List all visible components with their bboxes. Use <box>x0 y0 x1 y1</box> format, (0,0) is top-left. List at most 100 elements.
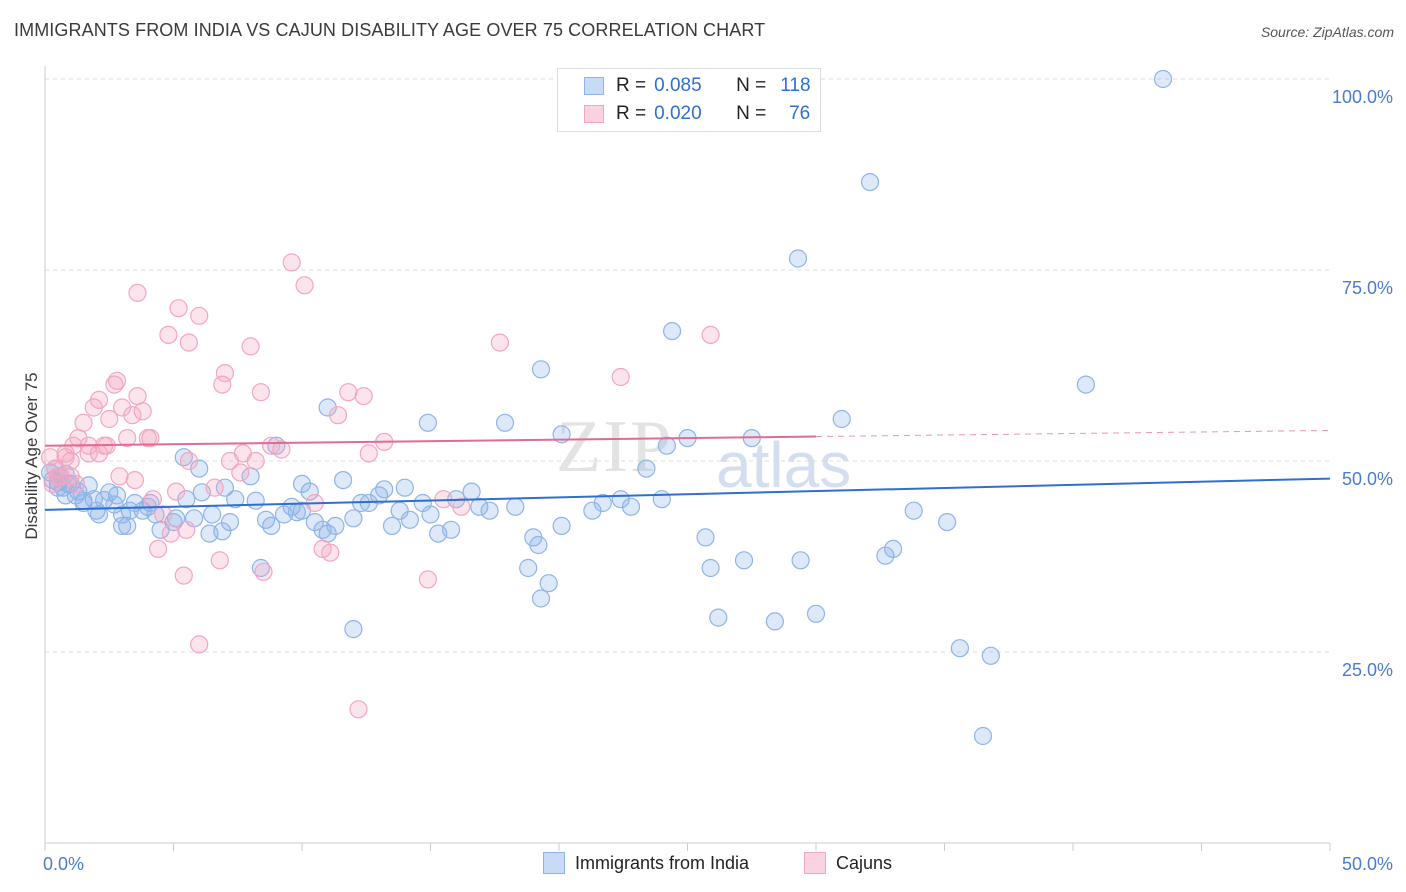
point-india <box>118 516 137 536</box>
point-cajun <box>262 436 281 455</box>
point-india <box>213 522 232 541</box>
point-cajun <box>43 474 62 493</box>
x-tick-label: 0.0% <box>43 854 84 874</box>
trend-lines <box>44 429 1331 511</box>
point-india <box>190 459 209 478</box>
legend-n-value: 118 <box>780 75 811 96</box>
point-india <box>539 574 558 593</box>
point-cajun <box>241 337 260 356</box>
legend-row-cajun: R = 0.020 N = 76 <box>584 101 810 127</box>
point-india <box>860 173 880 192</box>
point-cajun <box>110 467 129 486</box>
series-legend-label-cajun: Cajuns <box>836 852 893 873</box>
point-cajun <box>133 402 152 421</box>
series-legend: Immigrants from India Cajuns <box>0 852 1406 878</box>
point-cajun <box>56 448 75 467</box>
point-india <box>937 512 957 532</box>
point-india <box>696 528 715 547</box>
watermark-zip: ZIP <box>556 406 673 488</box>
point-cajun <box>328 406 348 425</box>
point-india <box>262 516 281 536</box>
point-cajun <box>354 387 373 406</box>
point-india <box>552 516 571 536</box>
point-india <box>950 639 970 658</box>
point-cajun <box>210 551 229 570</box>
point-india <box>442 520 461 539</box>
trend-line-cajun <box>44 435 817 447</box>
point-cajun <box>611 367 630 387</box>
point-india <box>791 551 810 570</box>
series-legend-swatch-cajun <box>804 852 826 874</box>
point-india <box>344 619 363 639</box>
point-india <box>418 413 437 432</box>
legend-n-label: N = <box>736 103 767 124</box>
point-india <box>621 497 641 516</box>
point-india <box>734 551 754 570</box>
point-cajun <box>174 566 193 585</box>
data-points <box>40 69 1173 746</box>
point-cajun <box>701 325 720 344</box>
point-cajun <box>161 524 180 543</box>
point-india <box>177 490 196 509</box>
point-india <box>246 491 265 510</box>
legend-n-label: N = <box>736 75 767 96</box>
point-cajun <box>254 562 273 581</box>
chart-source: Source: ZipAtlas.com <box>1260 24 1394 40</box>
axes <box>44 66 1331 851</box>
point-india <box>657 436 677 455</box>
point-india <box>765 612 785 631</box>
point-india <box>326 516 345 536</box>
point-india <box>662 322 682 341</box>
point-cajun <box>66 474 85 493</box>
point-cajun <box>89 390 109 409</box>
point-india <box>788 249 808 268</box>
point-india <box>506 497 525 516</box>
point-india <box>292 474 312 493</box>
point-india <box>883 539 903 559</box>
y-axis-label: Disability Age Over 75 <box>22 372 41 539</box>
point-cajun <box>149 539 168 559</box>
correlation-legend: R = 0.085 N = 118 R = 0.020 N = 76 <box>557 68 821 132</box>
point-cajun <box>118 429 137 448</box>
point-cajun <box>231 463 250 482</box>
point-cajun <box>177 520 196 539</box>
point-cajun <box>418 570 437 589</box>
point-india <box>709 608 728 627</box>
point-india <box>637 459 656 478</box>
point-india <box>806 604 826 623</box>
point-india <box>287 503 306 522</box>
point-india <box>203 505 222 524</box>
legend-n-value: 76 <box>789 103 811 124</box>
point-india <box>305 512 324 532</box>
point-cajun <box>215 364 234 383</box>
series-legend-swatch-india <box>543 852 565 874</box>
point-india <box>215 478 234 497</box>
point-india <box>220 512 240 532</box>
series-legend-label-india: Immigrants from India <box>575 852 750 873</box>
point-cajun <box>251 383 270 402</box>
trend-line-india <box>44 477 1331 511</box>
point-india <box>334 471 353 490</box>
y-tick-label: 50.0% <box>1342 469 1393 489</box>
trend-line-cajun-extension <box>815 429 1331 438</box>
point-cajun <box>213 375 232 394</box>
series-legend-india: Immigrants from India <box>543 852 749 874</box>
point-cajun <box>359 444 378 463</box>
point-india <box>395 478 414 497</box>
y-tick-label: 100.0% <box>1332 87 1393 107</box>
point-india <box>593 493 612 513</box>
point-india <box>973 726 993 746</box>
point-cajun <box>159 325 178 344</box>
point-cajun <box>233 444 252 463</box>
point-india <box>519 558 538 578</box>
point-cajun <box>143 490 162 509</box>
legend-r-label: R = <box>616 103 647 124</box>
point-cajun <box>154 505 173 524</box>
y-tick-label: 75.0% <box>1342 278 1393 298</box>
point-india <box>282 497 301 516</box>
point-india <box>112 516 132 536</box>
legend-row-india: R = 0.085 N = 118 <box>584 73 811 99</box>
y-tick-label: 25.0% <box>1342 660 1393 680</box>
point-india <box>529 535 548 555</box>
legend-swatch-india <box>584 77 604 95</box>
